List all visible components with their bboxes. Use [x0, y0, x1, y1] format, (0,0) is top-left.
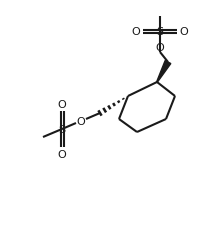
Text: O: O: [77, 116, 85, 126]
Text: O: O: [58, 149, 66, 159]
Polygon shape: [157, 61, 171, 83]
Text: O: O: [58, 100, 66, 109]
Text: O: O: [156, 43, 164, 53]
Text: O: O: [132, 27, 140, 37]
Text: O: O: [180, 27, 188, 37]
Text: S: S: [156, 27, 164, 37]
Text: S: S: [59, 124, 66, 134]
